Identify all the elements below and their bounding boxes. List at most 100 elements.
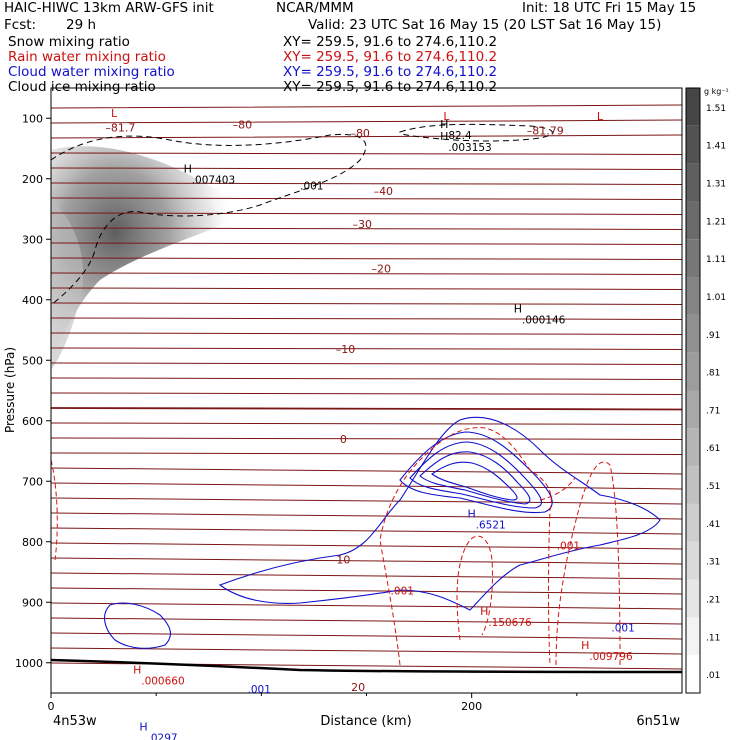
temperature-label: –40 xyxy=(374,185,394,198)
field-name-cloud-water: Cloud water mixing ratio xyxy=(8,64,175,80)
colorbar-unit: g kg⁻¹ xyxy=(704,87,729,96)
temperature-contour xyxy=(51,542,682,550)
field-xy-cloud-water: XY= 259.5, 91.6 to 274.6,110.2 xyxy=(283,64,498,80)
colorbar-label: 1.11 xyxy=(706,255,726,265)
colorbar-label: 1.31 xyxy=(706,180,726,190)
y-tick-label: 900 xyxy=(22,596,43,609)
temperature-contour xyxy=(51,182,682,185)
field-name-rain: Rain water mixing ratio xyxy=(8,49,166,65)
temperature-contour xyxy=(51,287,682,290)
colorbar-label: .91 xyxy=(706,331,720,341)
temperature-contour xyxy=(51,467,682,475)
colorbar-segment xyxy=(686,617,700,656)
colorbar-segment xyxy=(686,390,700,429)
temperature-contour xyxy=(51,332,682,335)
colorbar-segment xyxy=(686,201,700,240)
colorbar-label: .81 xyxy=(706,369,720,379)
temperature-contour xyxy=(51,242,682,245)
forecast-hour: 29 h xyxy=(66,17,97,33)
colorbar-label: .51 xyxy=(706,482,720,492)
extremum-value: .6521 xyxy=(476,520,506,532)
colorbar-label: .01 xyxy=(706,671,720,681)
temperature-contour xyxy=(51,362,682,365)
temperature-contour xyxy=(51,317,682,320)
temperature-contour xyxy=(51,647,682,655)
colorbar-label: 1.21 xyxy=(706,217,726,227)
extremum-marker: H xyxy=(468,508,476,521)
field-xy-rain: XY= 259.5, 91.6 to 274.6,110.2 xyxy=(283,49,498,65)
temperature-label: –30 xyxy=(353,218,373,231)
y-tick-label: 500 xyxy=(22,354,43,367)
x-axis-label: Distance (km) xyxy=(320,714,411,729)
extremum-value: .009796 xyxy=(589,651,633,663)
x-tick-label: 0 xyxy=(48,700,55,713)
y-tick-label: 700 xyxy=(22,475,43,488)
temperature-contour xyxy=(51,632,682,640)
x-start-label: 4n53w xyxy=(53,714,97,729)
field-name-cloud-ice: Cloud ice mixing ratio xyxy=(8,79,156,95)
extremum-value: .0297 xyxy=(148,733,178,740)
temperature-contour xyxy=(51,197,682,200)
temperature-contour xyxy=(51,392,682,395)
colorbar-segment xyxy=(686,163,700,202)
forecast-label: Fcst: xyxy=(4,17,37,33)
extremum-marker: H xyxy=(514,302,522,315)
temperature-contour xyxy=(51,347,682,350)
temperature-contour xyxy=(51,527,682,535)
extremum-value: .000146 xyxy=(522,314,566,326)
temperature-contour xyxy=(51,662,682,670)
temperature-label: –81.7 xyxy=(105,122,135,135)
temperature-contour xyxy=(51,212,682,215)
snow-shading xyxy=(51,146,235,360)
extremum-value: .003153 xyxy=(448,142,491,154)
colorbar-segment xyxy=(686,428,700,467)
extremum-value: .000660 xyxy=(141,676,184,688)
temperature-contour xyxy=(51,482,682,490)
temperature-contour xyxy=(51,512,682,520)
field-name-snow: Snow mixing ratio xyxy=(8,34,130,50)
colorbar-label: 1.01 xyxy=(706,293,726,303)
extremum-value: .007403 xyxy=(192,175,235,187)
temperature-contour xyxy=(51,422,682,425)
temperature-contour xyxy=(51,302,682,305)
rain-water-contour xyxy=(379,427,552,666)
colorbar-segment xyxy=(686,352,700,391)
valid-time: Valid: 23 UTC Sat 16 May 15 (20 LST Sat … xyxy=(308,17,662,33)
temperature-label: –20 xyxy=(371,263,391,276)
init-time: Init: 18 UTC Fri 15 May 15 xyxy=(522,0,697,16)
colorbar-segment xyxy=(686,314,700,353)
y-tick-label: 200 xyxy=(22,173,43,186)
contour-value-label: .001 xyxy=(611,622,634,634)
surface-line xyxy=(50,658,683,674)
x-tick-label: 200 xyxy=(461,700,482,713)
colorbar-segment xyxy=(686,88,700,126)
contour-value-label: .001 xyxy=(300,181,323,193)
temperature-contour xyxy=(51,557,682,565)
y-tick-label: 100 xyxy=(22,112,43,125)
colorbar-label: .11 xyxy=(706,633,720,643)
colorbar-label: .21 xyxy=(706,595,720,605)
temperature-label: –80 xyxy=(233,119,253,132)
temperature-contour xyxy=(51,452,682,455)
extremum-value: .150676 xyxy=(488,617,532,629)
extremum-marker: H xyxy=(133,664,141,677)
x-end-label: 6n51w xyxy=(636,714,680,729)
temperature-label: 0 xyxy=(340,433,347,446)
colorbar-segment xyxy=(686,125,700,164)
extremum-marker: H xyxy=(480,605,488,618)
colorbar-segment xyxy=(686,541,700,580)
y-axis-label: Pressure (hPa) xyxy=(3,347,17,433)
temperature-contour xyxy=(51,497,682,505)
y-tick-label: 1000 xyxy=(15,657,43,670)
colorbar-label: 1.51 xyxy=(706,104,726,114)
temperature-contour xyxy=(51,587,682,595)
extremum-marker: H xyxy=(440,130,448,143)
cloud-water-contour xyxy=(218,416,661,611)
temperature-contour xyxy=(51,167,682,170)
org-label: NCAR/MMM xyxy=(276,0,354,16)
contour-value-label: .001 xyxy=(391,585,414,597)
temperature-contour xyxy=(51,152,682,155)
temperature-contour xyxy=(51,104,682,109)
temperature-label: 20 xyxy=(351,681,365,694)
colorbar-segment xyxy=(686,466,700,504)
